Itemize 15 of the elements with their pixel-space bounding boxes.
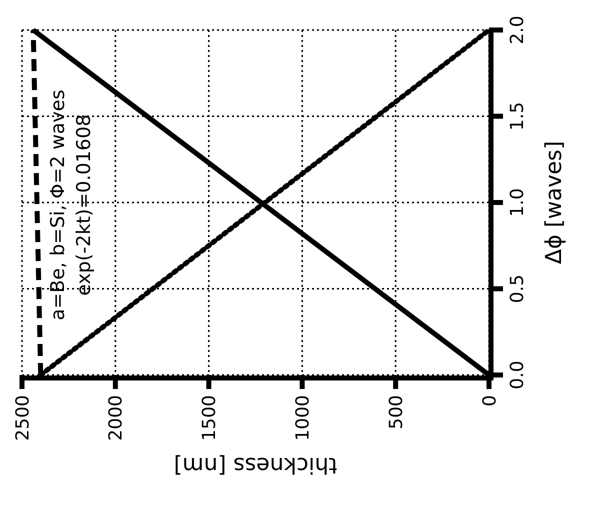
- y-axis-title: Δϕ [waves]: [542, 140, 567, 264]
- x-tick-label: 2000: [106, 395, 127, 441]
- y-tick-label: 1.5: [507, 102, 528, 131]
- y-tick-label: 1.0: [507, 188, 528, 217]
- annotation: a=Be, b=Si, Φ=2 waves: [47, 90, 69, 320]
- x-axis-title: thickness [nm]: [174, 452, 338, 477]
- x-tick-label: 1000: [292, 395, 314, 441]
- x-tick-label: 1500: [199, 395, 220, 441]
- y-tick-label: 2.0: [507, 16, 528, 44]
- x-tick-label: 0: [479, 395, 500, 406]
- y-tick-label: 0.5: [507, 274, 528, 304]
- y-tick-label: 0.0: [507, 360, 528, 390]
- annotation: exp(-2kt)=0.01608: [73, 114, 95, 296]
- x-tick-label: 2500: [12, 395, 34, 441]
- x-tick-label: 500: [386, 395, 407, 430]
